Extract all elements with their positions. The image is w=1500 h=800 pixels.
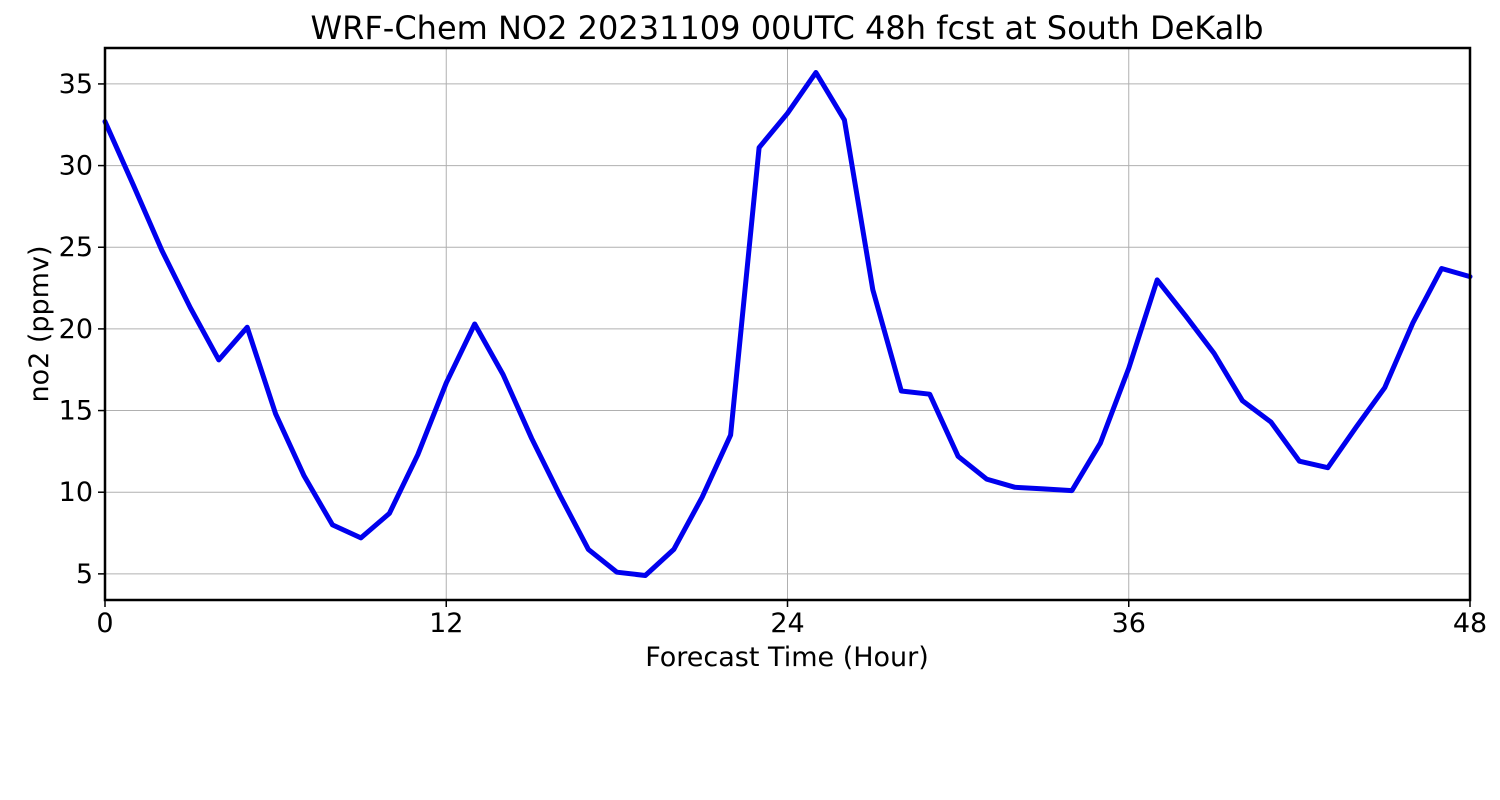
y-tick-label: 30 [59, 151, 93, 182]
x-tick-label: 48 [1453, 608, 1487, 639]
y-tick-label: 20 [59, 314, 93, 345]
grid-layer [104, 48, 1471, 600]
series-line-no2 [102, 70, 1473, 578]
chart-title: WRF-Chem NO2 20231109 00UTC 48h fcst at … [311, 9, 1264, 47]
y-axis-label: no2 (ppmv) [24, 245, 55, 402]
y-tick-label: 10 [59, 477, 93, 508]
y-tick-label: 25 [59, 232, 93, 263]
y-tick-label: 35 [59, 69, 93, 100]
x-axis-label: Forecast Time (Hour) [645, 642, 929, 673]
y-tick-label: 15 [59, 396, 93, 427]
x-tick-label: 24 [770, 608, 804, 639]
x-tick-label: 36 [1112, 608, 1146, 639]
x-tick-label: 0 [96, 608, 113, 639]
tick-layer: 0 12 24 36 48 5 10 15 20 25 30 35 [59, 69, 1488, 639]
x-tick-label: 12 [429, 608, 463, 639]
y-tick-label: 5 [76, 559, 93, 590]
series-layer [102, 70, 1473, 578]
